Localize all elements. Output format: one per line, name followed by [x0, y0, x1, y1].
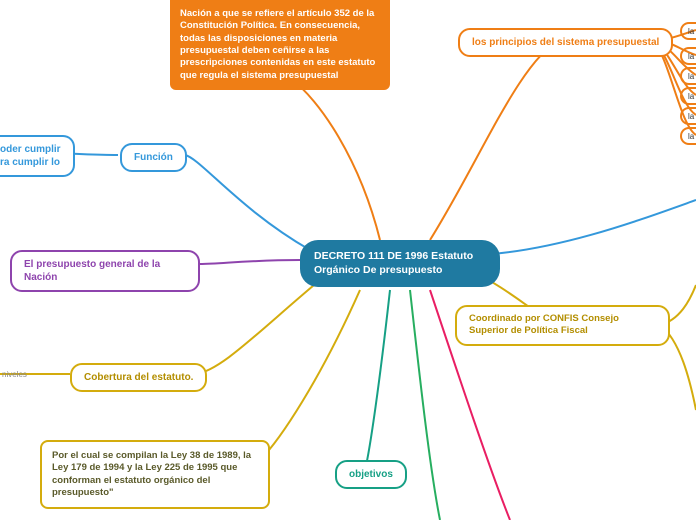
center-label: DECRETO 111 DE 1996 Estatuto Orgánico De…	[314, 250, 486, 277]
stub-1[interactable]: la u	[680, 22, 696, 40]
stub-3[interactable]: la c	[680, 67, 696, 85]
funcion-left-label: oder cumplir ra cumplir lo	[0, 143, 61, 169]
principios-node[interactable]: los principios del sistema presupuestal	[458, 28, 673, 57]
principios-label: los principios del sistema presupuestal	[472, 36, 659, 49]
niveles-label: niveles	[2, 370, 27, 379]
stub-2[interactable]: la p	[680, 47, 696, 65]
presupuesto-node[interactable]: El presupuesto general de la Nación	[10, 250, 200, 292]
confis-node[interactable]: Coordinado por CONFIS Consejo Superior d…	[455, 305, 670, 346]
cobertura-node[interactable]: Cobertura del estatuto.	[70, 363, 207, 392]
cobertura-label: Cobertura del estatuto.	[84, 371, 193, 384]
bottom-compile-text: Por el cual se compilan la Ley 38 de 198…	[52, 450, 258, 499]
funcion-node[interactable]: Función	[120, 143, 187, 172]
funcion-left-node[interactable]: oder cumplir ra cumplir lo	[0, 135, 75, 177]
objetivos-node[interactable]: objetivos	[335, 460, 407, 489]
funcion-label: Función	[134, 151, 173, 164]
bottom-compile-node[interactable]: Por el cual se compilan la Ley 38 de 198…	[40, 440, 270, 509]
objetivos-label: objetivos	[349, 468, 393, 481]
top-context-text: Nación a que se refiere el artículo 352 …	[180, 8, 380, 82]
center-node[interactable]: DECRETO 111 DE 1996 Estatuto Orgánico De…	[300, 240, 500, 287]
stub-4[interactable]: la i	[680, 87, 696, 105]
confis-label: Coordinado por CONFIS Consejo Superior d…	[469, 313, 656, 338]
stub-6[interactable]: la h	[680, 127, 696, 145]
presupuesto-label: El presupuesto general de la Nación	[24, 258, 186, 284]
stub-5[interactable]: la c	[680, 107, 696, 125]
top-context-node[interactable]: Nación a que se refiere el artículo 352 …	[170, 0, 390, 90]
